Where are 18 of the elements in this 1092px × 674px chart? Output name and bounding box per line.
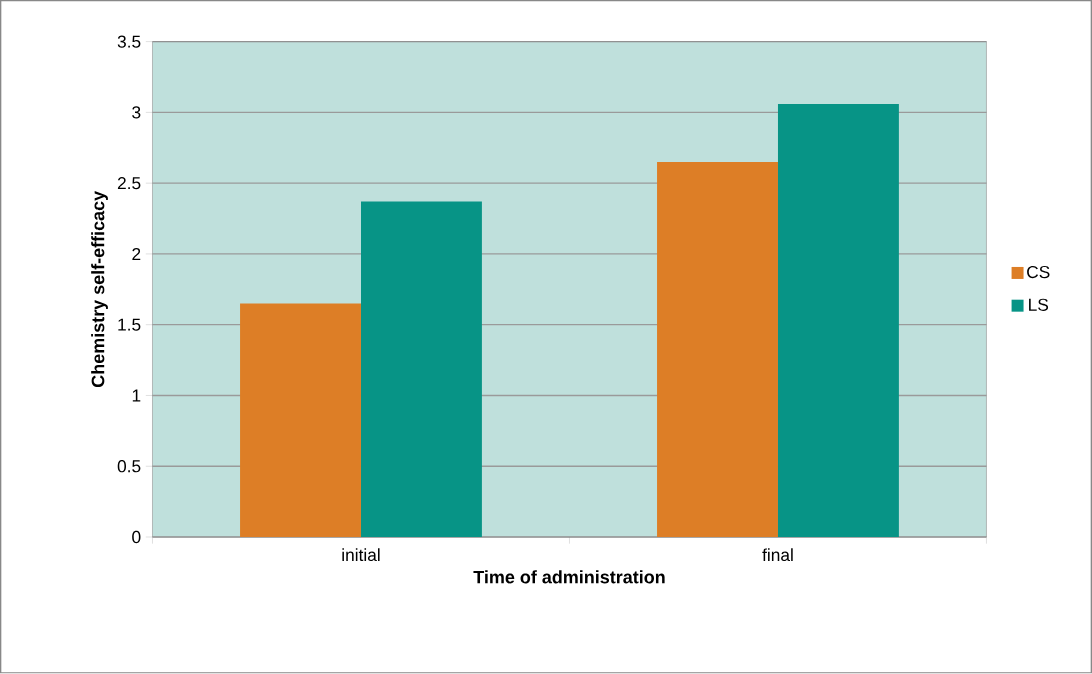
x-tick-label: initial	[342, 548, 380, 562]
y-tick-label: 2	[132, 248, 141, 261]
x-tick-label: final	[762, 548, 793, 562]
y-tick-label: 3	[132, 106, 141, 119]
legend-label: LS	[1029, 298, 1049, 312]
y-axis-title: Chemistry self-efficacy	[91, 191, 108, 388]
y-tick-label: 0	[132, 531, 141, 544]
x-axis-title: Time of administration	[473, 570, 665, 584]
bar	[360, 201, 482, 538]
y-tick-label: 3.5	[117, 35, 141, 48]
y-tick-label: 0.5	[117, 460, 141, 473]
bar	[777, 104, 899, 538]
y-tick-label: 2.5	[117, 177, 141, 190]
legend-label: CS	[1027, 266, 1050, 279]
y-tick-label: 1.5	[118, 318, 141, 331]
y-tick-label: 1	[132, 389, 141, 402]
bar	[657, 162, 778, 538]
bar	[240, 303, 361, 538]
